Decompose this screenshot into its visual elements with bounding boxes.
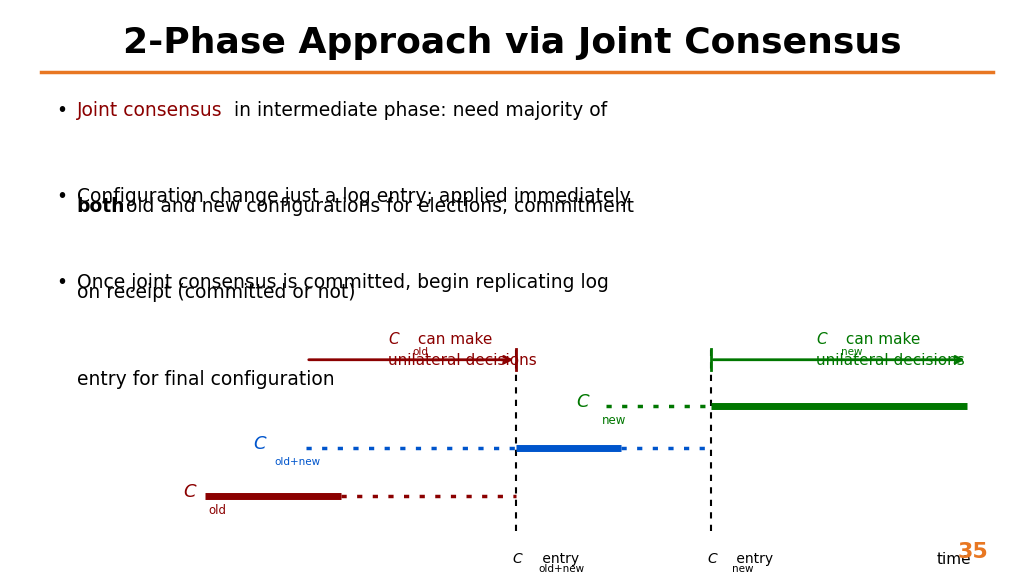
Text: $C$: $C$ bbox=[388, 331, 400, 347]
Text: can make: can make bbox=[413, 332, 492, 347]
Text: unilateral decisions: unilateral decisions bbox=[816, 353, 965, 368]
Text: can make: can make bbox=[841, 332, 920, 347]
Text: •: • bbox=[56, 273, 68, 292]
Text: in intermediate phase: need majority of: in intermediate phase: need majority of bbox=[228, 101, 607, 120]
Text: •: • bbox=[56, 101, 68, 120]
Text: old and new configurations for elections, commitment: old and new configurations for elections… bbox=[120, 197, 634, 216]
Text: 2-Phase Approach via Joint Consensus: 2-Phase Approach via Joint Consensus bbox=[123, 26, 901, 60]
Text: on receipt (committed or not): on receipt (committed or not) bbox=[77, 283, 355, 302]
Text: $C$: $C$ bbox=[575, 393, 590, 411]
Text: old: old bbox=[413, 347, 429, 357]
Text: new: new bbox=[602, 414, 626, 427]
Text: entry: entry bbox=[538, 552, 579, 566]
Text: $C$: $C$ bbox=[253, 434, 267, 453]
Text: $C$: $C$ bbox=[816, 331, 828, 347]
Text: old: old bbox=[209, 504, 226, 517]
Text: Joint consensus: Joint consensus bbox=[77, 101, 222, 120]
Text: entry: entry bbox=[732, 552, 773, 566]
Text: old+new: old+new bbox=[274, 457, 321, 467]
Text: •: • bbox=[56, 187, 68, 206]
Text: entry for final configuration: entry for final configuration bbox=[77, 370, 335, 389]
Text: $C$: $C$ bbox=[512, 552, 524, 566]
Text: old+new: old+new bbox=[538, 564, 584, 574]
Text: new: new bbox=[732, 564, 754, 574]
Text: new: new bbox=[841, 347, 862, 357]
Text: $C$: $C$ bbox=[707, 552, 719, 566]
Text: 35: 35 bbox=[957, 541, 988, 562]
Text: $C$: $C$ bbox=[182, 483, 197, 501]
Text: both: both bbox=[77, 197, 125, 216]
Text: time: time bbox=[936, 552, 971, 567]
Text: Once joint consensus is committed, begin replicating log: Once joint consensus is committed, begin… bbox=[77, 273, 608, 292]
Text: unilateral decisions: unilateral decisions bbox=[388, 353, 537, 368]
Text: Configuration change just a log entry; applied immediately: Configuration change just a log entry; a… bbox=[77, 187, 631, 206]
